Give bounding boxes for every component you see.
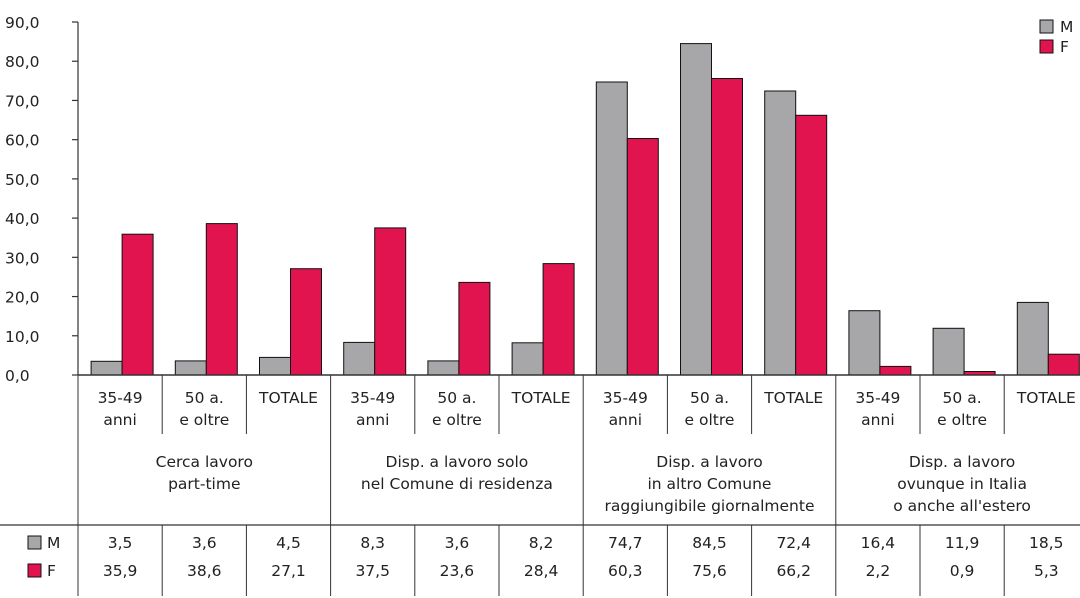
table-cell: 3,6 [192,534,217,552]
table-cell: 74,7 [608,534,643,552]
table-cell: 27,1 [271,562,306,580]
bar-m [174,360,207,376]
y-tick-label: 70,0 [5,92,40,110]
bar-f [795,114,828,376]
table-row-label: M [47,534,60,552]
table-cell: 28,4 [524,562,559,580]
bar-f [205,223,238,376]
bar-f [711,78,743,376]
table-cell: 3,5 [108,534,133,552]
category-label: anni [861,411,894,429]
category-label: e oltre [179,411,229,429]
category-label: 50 a. [437,389,476,407]
category-label: anni [356,411,389,429]
category-label: TOTALE [1016,389,1076,407]
table-cell: 8,3 [360,534,385,552]
category-label: TOTALE [258,389,318,407]
table-cell: 75,6 [692,562,727,580]
y-tick-label: 30,0 [5,249,40,267]
y-tick-label: 10,0 [5,328,40,346]
y-tick-label: 20,0 [5,289,40,307]
bar-f [374,227,407,376]
group-label: in altro Comune [648,475,772,493]
table-cell: 0,9 [950,562,975,580]
table-row-label: F [47,562,56,580]
table-swatch-f [27,563,42,578]
category-label: e oltre [937,411,987,429]
category-label: 35-49 [350,389,395,407]
bar-f [626,138,659,376]
bar-m [343,341,376,376]
category-label: 50 a. [185,389,224,407]
legend-swatch-m [1039,19,1054,34]
table-cell: 3,6 [445,534,470,552]
group-label: Disp. a lavoro solo [386,453,529,471]
y-tick-label: 40,0 [5,210,40,228]
bar-m [259,356,291,376]
category-label: anni [609,411,642,429]
legend-swatch-f [1039,39,1054,54]
group-label: ovunque in Italia [897,475,1027,493]
group-label: raggiungibile giornalmente [605,497,815,515]
table-cell: 60,3 [608,562,643,580]
bar-m [932,327,965,376]
y-tick-label: 90,0 [5,14,40,32]
group-label: part-time [168,475,240,493]
y-tick-label: 60,0 [5,132,40,150]
table-cell: 16,4 [861,534,896,552]
table-cell: 72,4 [776,534,811,552]
category-label: TOTALE [763,389,823,407]
group-label: nel Comune di residenza [361,475,553,493]
bar-f [290,268,322,376]
category-label: TOTALE [511,389,571,407]
bar-m [848,310,881,376]
bar-m [511,342,544,376]
category-label: 50 a. [943,389,982,407]
category-label: 50 a. [690,389,729,407]
group-label: Disp. a lavoro [909,453,1015,471]
category-label: e oltre [685,411,735,429]
bar-m [90,360,123,376]
y-tick-label: 0,0 [5,367,30,385]
y-tick-label: 80,0 [5,53,40,71]
category-label: 35-49 [603,389,648,407]
table-cell: 4,5 [276,534,301,552]
table-cell: 18,5 [1029,534,1064,552]
table-cell: 23,6 [440,562,475,580]
table-cell: 38,6 [187,562,222,580]
category-label: e oltre [432,411,482,429]
y-tick-label: 50,0 [5,171,40,189]
table-cell: 84,5 [692,534,727,552]
bar-f [458,281,491,376]
bar-m [595,81,628,376]
category-label: 35-49 [98,389,143,407]
bar-f [121,233,154,376]
table-cell: 5,3 [1034,562,1059,580]
category-label: 35-49 [855,389,900,407]
bar-f [879,365,912,376]
bar-m [680,43,712,376]
category-label: anni [103,411,136,429]
table-cell: 37,5 [355,562,390,580]
group-label: o anche all'estero [893,497,1031,515]
group-label: Cerca lavoro [156,453,253,471]
legend-label: F [1060,38,1069,56]
table-cell: 66,2 [776,562,811,580]
legend-label: M [1060,18,1073,36]
table-cell: 35,9 [103,562,138,580]
bar-m [764,90,797,376]
table-swatch-m [27,535,42,550]
bar-f [1047,353,1080,376]
bar-m [427,360,460,376]
group-label: Disp. a lavoro [656,453,762,471]
table-cell: 8,2 [529,534,554,552]
bar-m [1016,301,1049,376]
table-cell: 11,9 [945,534,980,552]
table-cell: 2,2 [866,562,891,580]
bar-f [542,263,575,376]
